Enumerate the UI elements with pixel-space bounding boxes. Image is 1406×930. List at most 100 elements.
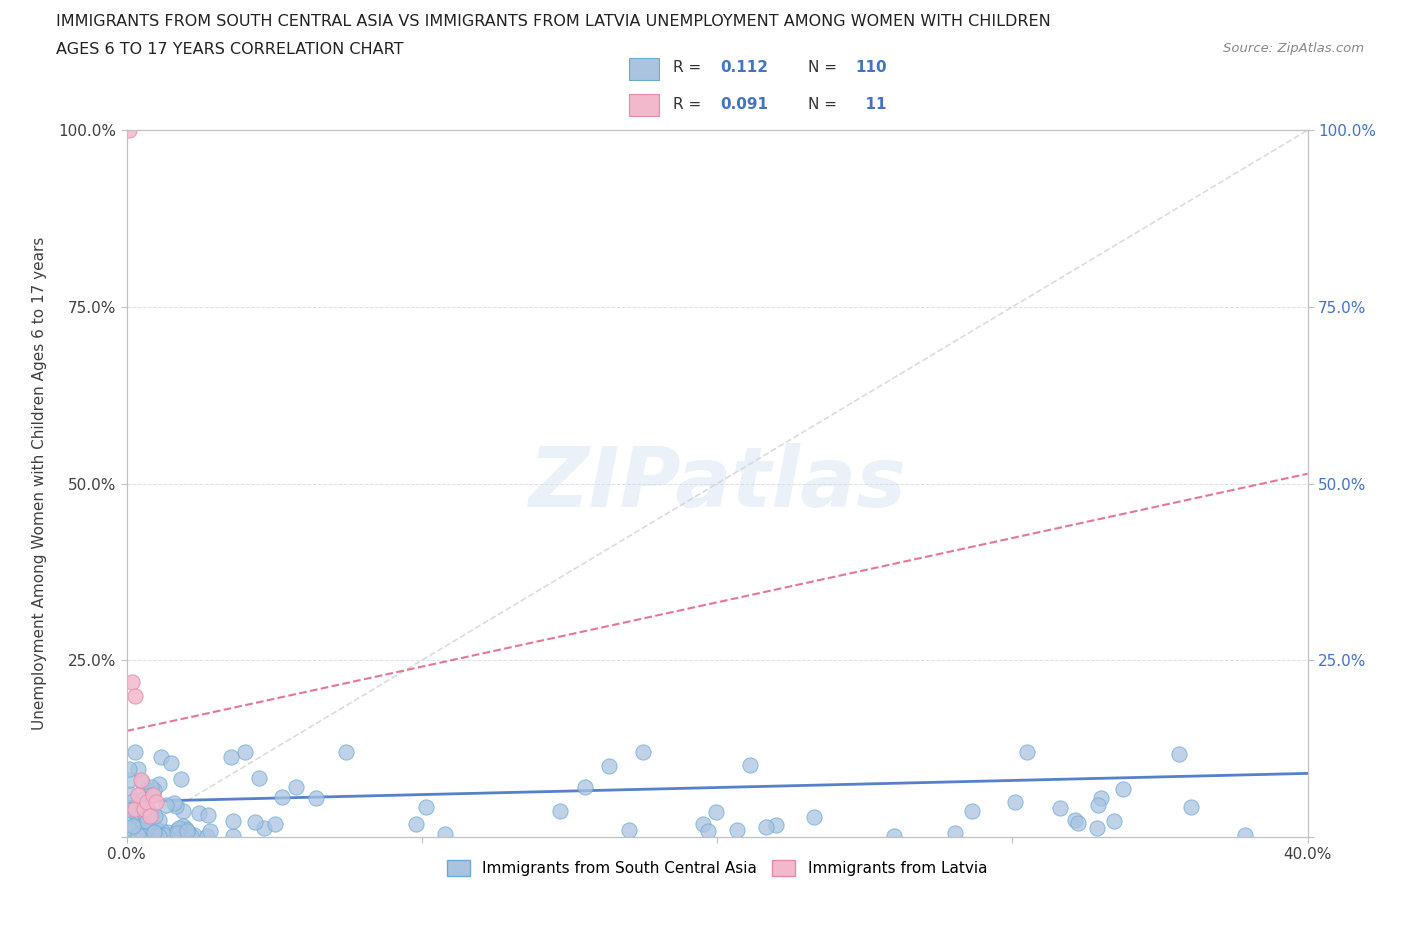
Point xyxy=(1004,794,1026,809)
Point xyxy=(160,756,183,771)
Point xyxy=(692,817,714,831)
Point xyxy=(247,770,270,785)
Point xyxy=(118,820,141,835)
Point xyxy=(136,824,159,839)
Point xyxy=(156,824,179,839)
Point xyxy=(335,745,357,760)
Point xyxy=(148,777,170,791)
Point xyxy=(198,824,221,839)
Point xyxy=(943,825,966,840)
Point xyxy=(135,783,157,798)
Legend: Immigrants from South Central Asia, Immigrants from Latvia: Immigrants from South Central Asia, Immi… xyxy=(441,854,993,883)
Point xyxy=(1049,801,1071,816)
Text: ZIPatlas: ZIPatlas xyxy=(529,443,905,525)
Point xyxy=(704,804,727,819)
Point xyxy=(146,826,169,841)
Point xyxy=(124,688,146,703)
Text: 11: 11 xyxy=(855,97,886,112)
Point xyxy=(139,829,162,844)
Bar xyxy=(628,58,659,80)
Point xyxy=(1233,828,1256,843)
Point xyxy=(222,813,245,828)
Point xyxy=(221,750,243,764)
Point xyxy=(176,823,198,838)
Point xyxy=(405,817,427,831)
Point xyxy=(197,808,219,823)
Point xyxy=(1067,816,1090,830)
Point xyxy=(134,802,156,817)
Point xyxy=(165,799,187,814)
Point xyxy=(172,818,194,833)
Point xyxy=(148,829,170,844)
Text: R =: R = xyxy=(672,60,706,75)
Point xyxy=(253,820,276,835)
Point xyxy=(142,787,165,802)
Point xyxy=(124,802,146,817)
Y-axis label: Unemployment Among Women with Children Ages 6 to 17 years: Unemployment Among Women with Children A… xyxy=(32,237,46,730)
Point xyxy=(129,825,152,840)
Point xyxy=(125,807,148,822)
Point xyxy=(548,804,571,818)
Point xyxy=(1102,814,1125,829)
Text: Source: ZipAtlas.com: Source: ZipAtlas.com xyxy=(1223,42,1364,55)
Point xyxy=(143,783,166,798)
Point xyxy=(1015,745,1038,760)
Point xyxy=(148,812,170,827)
Point xyxy=(143,825,166,840)
Point xyxy=(803,810,825,825)
Text: IMMIGRANTS FROM SOUTH CENTRAL ASIA VS IMMIGRANTS FROM LATVIA UNEMPLOYMENT AMONG : IMMIGRANTS FROM SOUTH CENTRAL ASIA VS IM… xyxy=(56,14,1052,29)
Point xyxy=(415,800,437,815)
Text: 0.112: 0.112 xyxy=(720,60,768,75)
Text: 110: 110 xyxy=(855,60,886,75)
Point xyxy=(136,829,159,844)
Point xyxy=(142,785,165,800)
Point xyxy=(233,745,256,760)
Point xyxy=(1168,747,1191,762)
Point xyxy=(141,807,163,822)
Point xyxy=(195,829,218,844)
Point xyxy=(132,829,155,844)
Point xyxy=(153,828,176,843)
Point xyxy=(145,794,167,809)
Point xyxy=(631,745,654,760)
Point xyxy=(131,775,153,790)
Point xyxy=(139,804,162,819)
Point xyxy=(129,773,153,788)
Point xyxy=(146,826,169,841)
Point xyxy=(598,759,620,774)
Text: R =: R = xyxy=(672,97,706,112)
Point xyxy=(118,123,141,138)
Point xyxy=(166,822,188,837)
Point xyxy=(270,789,292,804)
Text: N =: N = xyxy=(807,97,841,112)
Point xyxy=(129,799,152,814)
Point xyxy=(136,814,159,829)
Point xyxy=(142,829,165,844)
Point xyxy=(170,771,193,786)
Point xyxy=(574,779,596,794)
Point xyxy=(187,805,209,820)
Point xyxy=(176,822,198,837)
Point xyxy=(118,822,141,837)
Point xyxy=(1180,800,1202,815)
Point xyxy=(127,828,149,843)
Point xyxy=(124,745,146,760)
Point xyxy=(166,826,188,841)
Point xyxy=(222,829,245,844)
Point xyxy=(617,823,640,838)
Point xyxy=(697,824,720,839)
Point xyxy=(132,817,155,831)
Point xyxy=(139,808,162,823)
Point xyxy=(725,822,748,837)
Point xyxy=(118,762,141,777)
Point xyxy=(121,674,143,689)
Point xyxy=(305,790,328,805)
Point xyxy=(141,779,163,794)
Point xyxy=(765,817,787,832)
Point xyxy=(1087,798,1109,813)
Point xyxy=(145,825,167,840)
Point xyxy=(740,757,762,772)
Point xyxy=(755,820,778,835)
Point xyxy=(169,820,191,835)
Point xyxy=(118,787,141,802)
